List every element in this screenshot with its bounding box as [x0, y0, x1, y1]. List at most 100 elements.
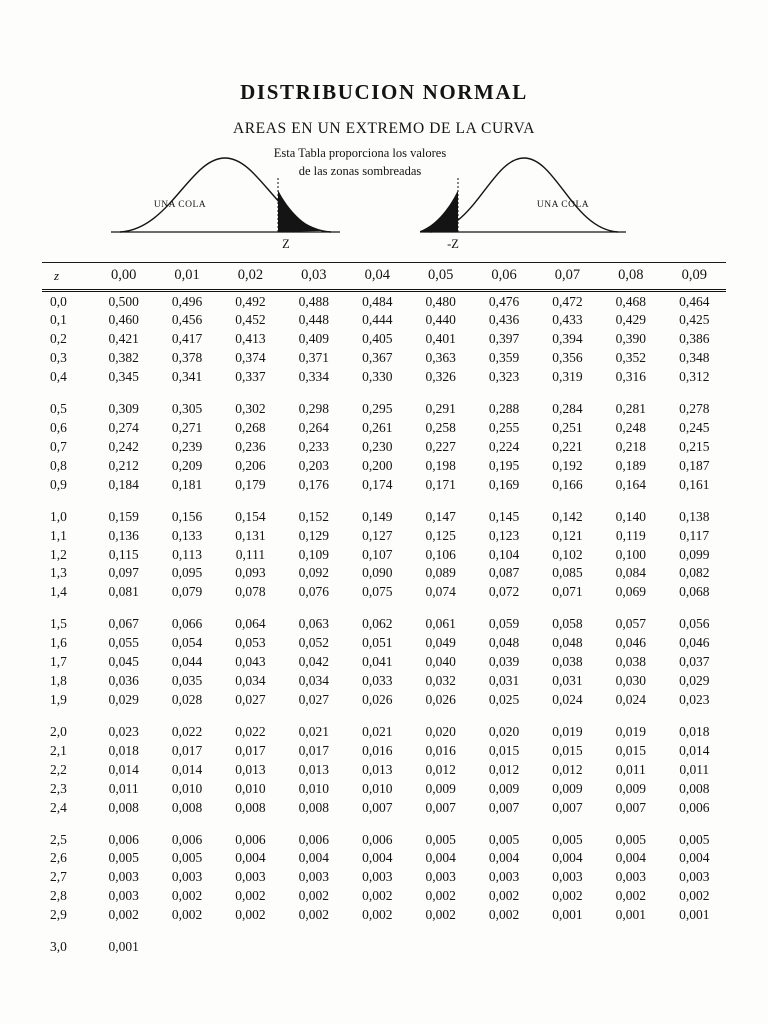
table-row: 0,4 0,345 0,341 0,337 0,334 0,330 0,326 0,323 0,…	[42, 368, 726, 387]
area-value-cell: 0,010	[235, 780, 266, 796]
note-line-2: de las zonas sombreadas	[298, 163, 422, 178]
area-value-cell: 0,043	[235, 654, 266, 670]
area-value-cell: 0,004	[615, 850, 646, 866]
area-value-cell: 0,005	[171, 850, 203, 866]
area-value-cell: 0,242	[108, 438, 139, 454]
area-value-cell: 0,008	[298, 799, 330, 815]
area-value-cell: 0,258	[425, 420, 456, 436]
area-value-cell: 0,125	[425, 527, 456, 543]
area-value-cell: 0,010	[362, 780, 393, 796]
area-value-cell: 0,417	[171, 331, 203, 347]
area-value-cell: 0,251	[552, 420, 583, 436]
area-value-cell: 0,078	[235, 584, 266, 600]
area-value-cell: 0,298	[298, 401, 330, 417]
shaded-zones-note: Esta Tabla proporciona los valores de la…	[230, 145, 490, 180]
z-value-cell: 0,3	[50, 350, 67, 366]
area-value-cell: 0,014	[679, 742, 710, 758]
area-value-cell: 0,164	[615, 476, 646, 492]
area-value-cell: 0,255	[488, 420, 520, 436]
table-row: 0,9 0,184 0,181 0,179 0,176 0,174 0,171 0,169 0,…	[42, 475, 726, 494]
area-value-cell: 0,007	[615, 799, 646, 815]
area-value-cell: 0,044	[171, 654, 203, 670]
area-value-cell: 0,017	[171, 742, 203, 758]
area-value-cell: 0,022	[171, 723, 203, 739]
area-value-cell: 0,440	[425, 312, 456, 328]
area-value-cell: 0,079	[171, 584, 203, 600]
area-value-cell: 0,227	[425, 438, 456, 454]
area-value-cell: 0,215	[679, 438, 710, 454]
area-value-cell: 0,371	[298, 350, 330, 366]
area-value-cell: 0,074	[425, 584, 456, 600]
area-value-cell: 0,480	[425, 293, 456, 309]
area-value-cell: 0,145	[488, 508, 520, 524]
area-value-cell: 0,038	[615, 654, 646, 670]
area-value-cell: 0,212	[108, 457, 139, 473]
area-value-cell: 0,025	[488, 692, 520, 708]
table-row: 2,9 0,002 0,002 0,002 0,002 0,002 0,002 0,002 0,…	[42, 906, 726, 925]
area-value-cell: 0,023	[679, 692, 710, 708]
empty-cell	[599, 938, 662, 957]
empty-cell	[536, 938, 599, 957]
table-row: 0,7 0,242 0,239 0,236 0,233 0,230 0,227 0,224 0,…	[42, 437, 726, 456]
area-value-cell: 0,500	[108, 293, 139, 309]
area-value-cell: 0,001	[615, 907, 646, 923]
area-value-cell: 0,008	[171, 799, 203, 815]
area-value-cell: 0,281	[615, 401, 646, 417]
area-value-cell: 0,274	[108, 420, 139, 436]
area-value-cell: 0,409	[298, 331, 330, 347]
area-value-cell: 0,149	[362, 508, 393, 524]
area-value-cell: 0,198	[425, 457, 456, 473]
area-value-cell: 0,448	[298, 312, 330, 328]
area-value-cell: 0,174	[362, 476, 393, 492]
area-value-cell: 0,064	[235, 616, 266, 632]
table-row: 0,0 0,500 0,496 0,492 0,488 0,484 0,480 0,476 0,…	[42, 291, 726, 311]
table-row: 0,3 0,382 0,378 0,374 0,371 0,367 0,363 0,359 0,…	[42, 349, 726, 368]
area-value-cell: 0,034	[235, 673, 266, 689]
area-value-cell: 0,063	[298, 616, 330, 632]
area-value-cell: 0,152	[298, 508, 330, 524]
area-value-cell: 0,444	[362, 312, 393, 328]
area-value-cell: 0,382	[108, 350, 139, 366]
area-value-cell: 0,181	[171, 476, 203, 492]
area-value-cell: 0,071	[552, 584, 583, 600]
area-value-cell: 0,436	[488, 312, 520, 328]
area-value-cell: 0,004	[425, 850, 456, 866]
z-value-cell: 2,3	[50, 780, 67, 796]
area-value-cell: 0,171	[425, 476, 456, 492]
empty-cell	[155, 938, 218, 957]
z-value-cell: 1,7	[50, 654, 67, 670]
page-subtitle: AREAS EN UN EXTREMO DE LA CURVA	[232, 120, 536, 137]
area-value-cell: 0,013	[362, 761, 393, 777]
area-value-cell: 0,010	[298, 780, 330, 796]
area-value-cell: 0,102	[552, 546, 583, 562]
area-value-cell: 0,233	[298, 438, 330, 454]
area-value-cell: 0,003	[108, 888, 139, 904]
area-value-cell: 0,111	[235, 546, 266, 562]
z-value-cell: 1,9	[50, 692, 67, 708]
column-header: 0,00	[92, 262, 156, 292]
area-value-cell: 0,319	[552, 369, 583, 385]
area-value-cell: 0,040	[425, 654, 456, 670]
z-value-cell: 2,2	[50, 761, 67, 777]
area-value-cell: 0,016	[425, 742, 456, 758]
area-value-cell: 0,003	[171, 869, 203, 885]
area-value-cell: 0,048	[488, 635, 520, 651]
area-value-cell: 0,129	[298, 527, 330, 543]
z-value-cell: 0,5	[50, 401, 67, 417]
table-row: 2,6 0,005 0,005 0,004 0,004 0,004 0,004 0,004 0,…	[42, 849, 726, 868]
area-value-cell: 0,069	[615, 584, 646, 600]
area-value-cell: 0,005	[425, 831, 456, 847]
area-value-cell: 0,104	[488, 546, 520, 562]
z-value-cell: 2,0	[50, 723, 67, 739]
area-value-cell: 0,472	[552, 293, 583, 309]
area-value-cell: 0,413	[235, 331, 266, 347]
area-value-cell: 0,061	[425, 616, 456, 632]
area-value-cell: 0,405	[362, 331, 393, 347]
area-value-cell: 0,159	[108, 508, 139, 524]
area-value-cell: 0,004	[235, 850, 266, 866]
z-value-cell: 1,6	[50, 635, 67, 651]
area-value-cell: 0,053	[235, 635, 266, 651]
area-value-cell: 0,003	[488, 869, 520, 885]
area-value-cell: 0,271	[171, 420, 203, 436]
